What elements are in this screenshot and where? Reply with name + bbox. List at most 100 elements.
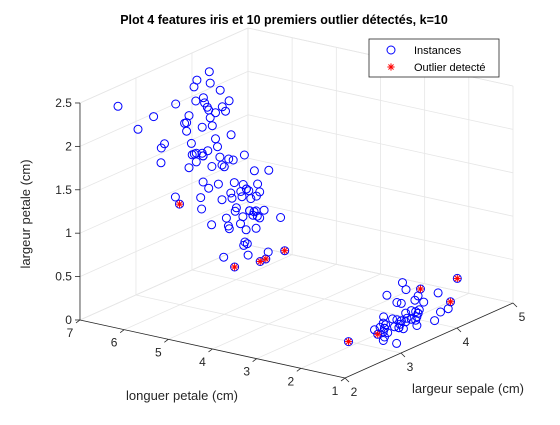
y-tick-label: 5 <box>155 345 162 359</box>
instance-point <box>251 191 261 201</box>
axes <box>74 27 518 383</box>
instance-point <box>207 162 217 171</box>
instance-point <box>213 179 223 189</box>
outlier-point <box>344 337 353 346</box>
instance-point <box>186 138 196 148</box>
instance-point <box>378 336 388 345</box>
instance-point <box>160 139 169 149</box>
instance-point <box>231 203 241 213</box>
instance-point <box>255 257 265 266</box>
instance-point <box>191 157 201 167</box>
legend-instances-label: Instances <box>414 45 462 57</box>
instance-point <box>217 195 227 205</box>
legend-asterisk <box>387 63 395 71</box>
instance-point <box>221 213 231 223</box>
instance-point <box>204 183 214 193</box>
instance-point <box>211 134 220 144</box>
grid-line <box>123 254 293 331</box>
x-tick-mark <box>512 302 518 308</box>
instance-point <box>433 288 443 298</box>
y-tick-mark <box>75 319 81 324</box>
box-edge <box>247 244 514 304</box>
instance-point <box>228 155 238 165</box>
instance-point <box>205 78 215 88</box>
instance-point <box>395 319 405 329</box>
instance-point <box>264 165 274 175</box>
instance-point <box>184 163 194 173</box>
legend-outlier-marker <box>387 63 395 71</box>
instance-point <box>230 262 240 272</box>
x-tick-mark <box>344 377 350 383</box>
y-tick-label: 6 <box>111 336 118 350</box>
instance-point <box>207 220 217 230</box>
y-tick-mark <box>164 339 169 343</box>
instance-point <box>413 291 423 301</box>
z-tick-label: 1.5 <box>55 183 72 197</box>
box-edge <box>79 244 249 321</box>
instance-point <box>396 298 406 308</box>
instance-point <box>182 126 192 136</box>
x-axis-line <box>344 302 514 379</box>
instance-point <box>238 212 248 222</box>
instance-point <box>243 250 253 260</box>
y-axis-label: longuer petale (cm) <box>126 388 238 403</box>
instance-point <box>226 130 236 140</box>
instance-point <box>211 108 220 118</box>
instance-point <box>382 290 392 300</box>
instance-point <box>241 225 251 235</box>
outlier-point <box>175 200 184 208</box>
instance-point <box>197 204 207 214</box>
instance-point <box>245 206 255 216</box>
z-tick-label: 1 <box>65 226 72 240</box>
instance-point <box>204 67 214 77</box>
outlier-point <box>453 274 461 283</box>
instance-point <box>197 122 207 132</box>
grid-line <box>79 114 249 191</box>
z-tick-label: 0.5 <box>55 270 72 284</box>
instance-point <box>226 188 236 198</box>
legend: Instances Outlier detecté <box>368 38 500 78</box>
instance-point <box>224 96 234 106</box>
legend-box <box>368 38 500 78</box>
instance-point <box>227 193 237 203</box>
instance-point <box>383 328 393 338</box>
chart-title: Plot 4 features iris et 10 premiers outl… <box>120 13 448 27</box>
y-tick-label: 1 <box>332 384 339 398</box>
grid-line <box>247 201 514 260</box>
instance-point <box>171 99 181 109</box>
outlier-point <box>256 257 264 266</box>
instance-point <box>219 252 229 262</box>
legend-outlier-label: Outlier detecté <box>414 62 486 74</box>
instance-point <box>276 213 286 222</box>
grid-line <box>247 70 514 130</box>
instance-point <box>237 192 247 202</box>
instance-point <box>213 142 222 152</box>
instance-point <box>259 205 269 215</box>
instance-point <box>252 211 262 221</box>
y-tick-label: 7 <box>67 326 74 340</box>
instance-point <box>202 102 212 112</box>
instance-point <box>406 314 416 324</box>
instance-point <box>241 184 251 194</box>
grid-line <box>247 114 514 174</box>
instance-point <box>392 298 402 307</box>
grid-line <box>256 283 425 360</box>
x-tick-mark <box>456 327 462 333</box>
instance-point <box>344 337 353 347</box>
grid-line <box>168 263 337 340</box>
instance-point <box>207 121 217 131</box>
instance-point <box>436 307 445 317</box>
y-tick-label: 2 <box>287 374 294 388</box>
x-tick-label: 2 <box>351 385 358 399</box>
instance-point <box>198 177 208 187</box>
instance-point <box>224 154 234 164</box>
grid-line <box>300 292 469 369</box>
z-tick-label: 2 <box>65 139 72 153</box>
grid-line <box>79 201 249 277</box>
instance-point <box>249 166 259 176</box>
instance-point <box>390 322 399 332</box>
instance-point <box>170 192 180 202</box>
